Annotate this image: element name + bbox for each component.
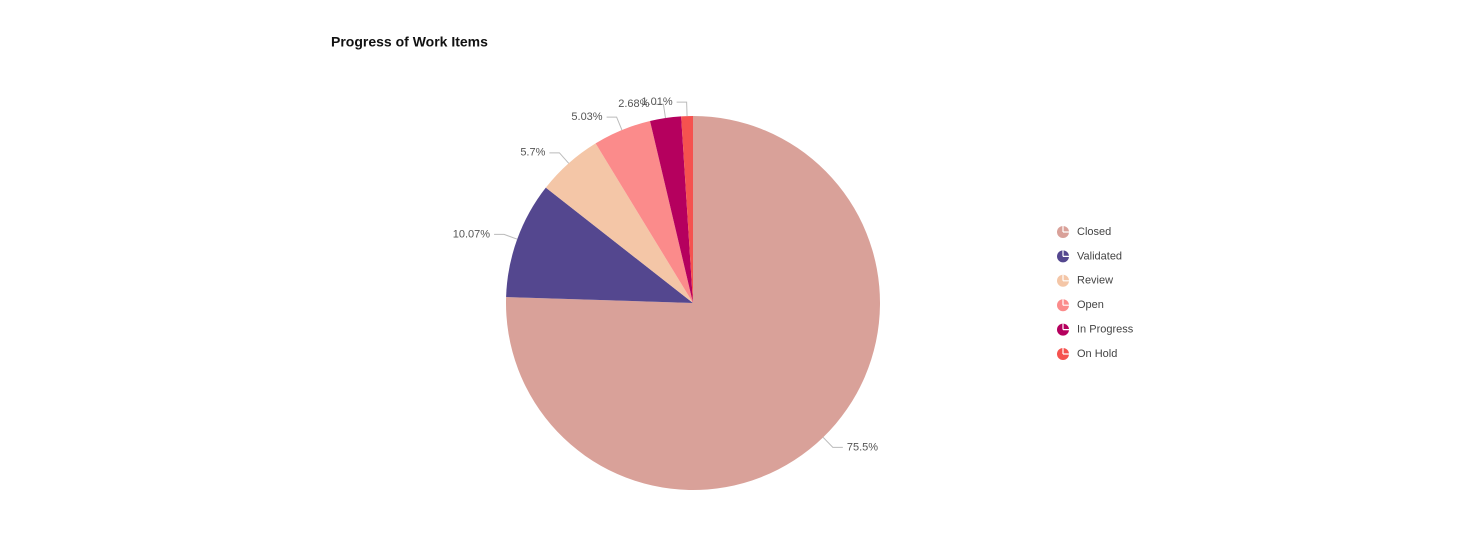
legend-label: On Hold [1077,348,1117,360]
data-label: 75.5% [847,441,878,453]
data-label: 1.01% [641,96,672,108]
legend-label: In Progress [1077,324,1134,336]
leader-line [676,101,688,117]
data-label: 2.68% [618,98,649,110]
leader-line [494,233,518,240]
data-label: 5.7% [520,147,545,159]
pie-slice [545,143,693,303]
pie-slice [595,121,693,303]
data-label: 5.03% [571,111,602,123]
legend-icon-cut [1062,299,1069,306]
legend-icon-cut [1062,348,1069,355]
leader-line [822,436,843,448]
leader-line [653,103,666,119]
data-label: 10.07% [453,228,491,240]
legend-label: Closed [1077,226,1111,238]
legend-label: Open [1077,299,1104,311]
leader-line [606,116,623,131]
leader-line [549,152,570,164]
pie-slice [650,116,693,303]
chart-title: Progress of Work Items [331,34,488,50]
pie-slice [506,187,693,303]
legend-label: Validated [1077,250,1122,262]
legend-icon-cut [1062,250,1069,257]
legend-icon-cut [1062,274,1069,282]
pie-slice [681,116,693,303]
legend-icon-cut [1062,323,1069,331]
legend-label: Review [1077,275,1113,287]
legend-icon-cut [1062,226,1069,233]
